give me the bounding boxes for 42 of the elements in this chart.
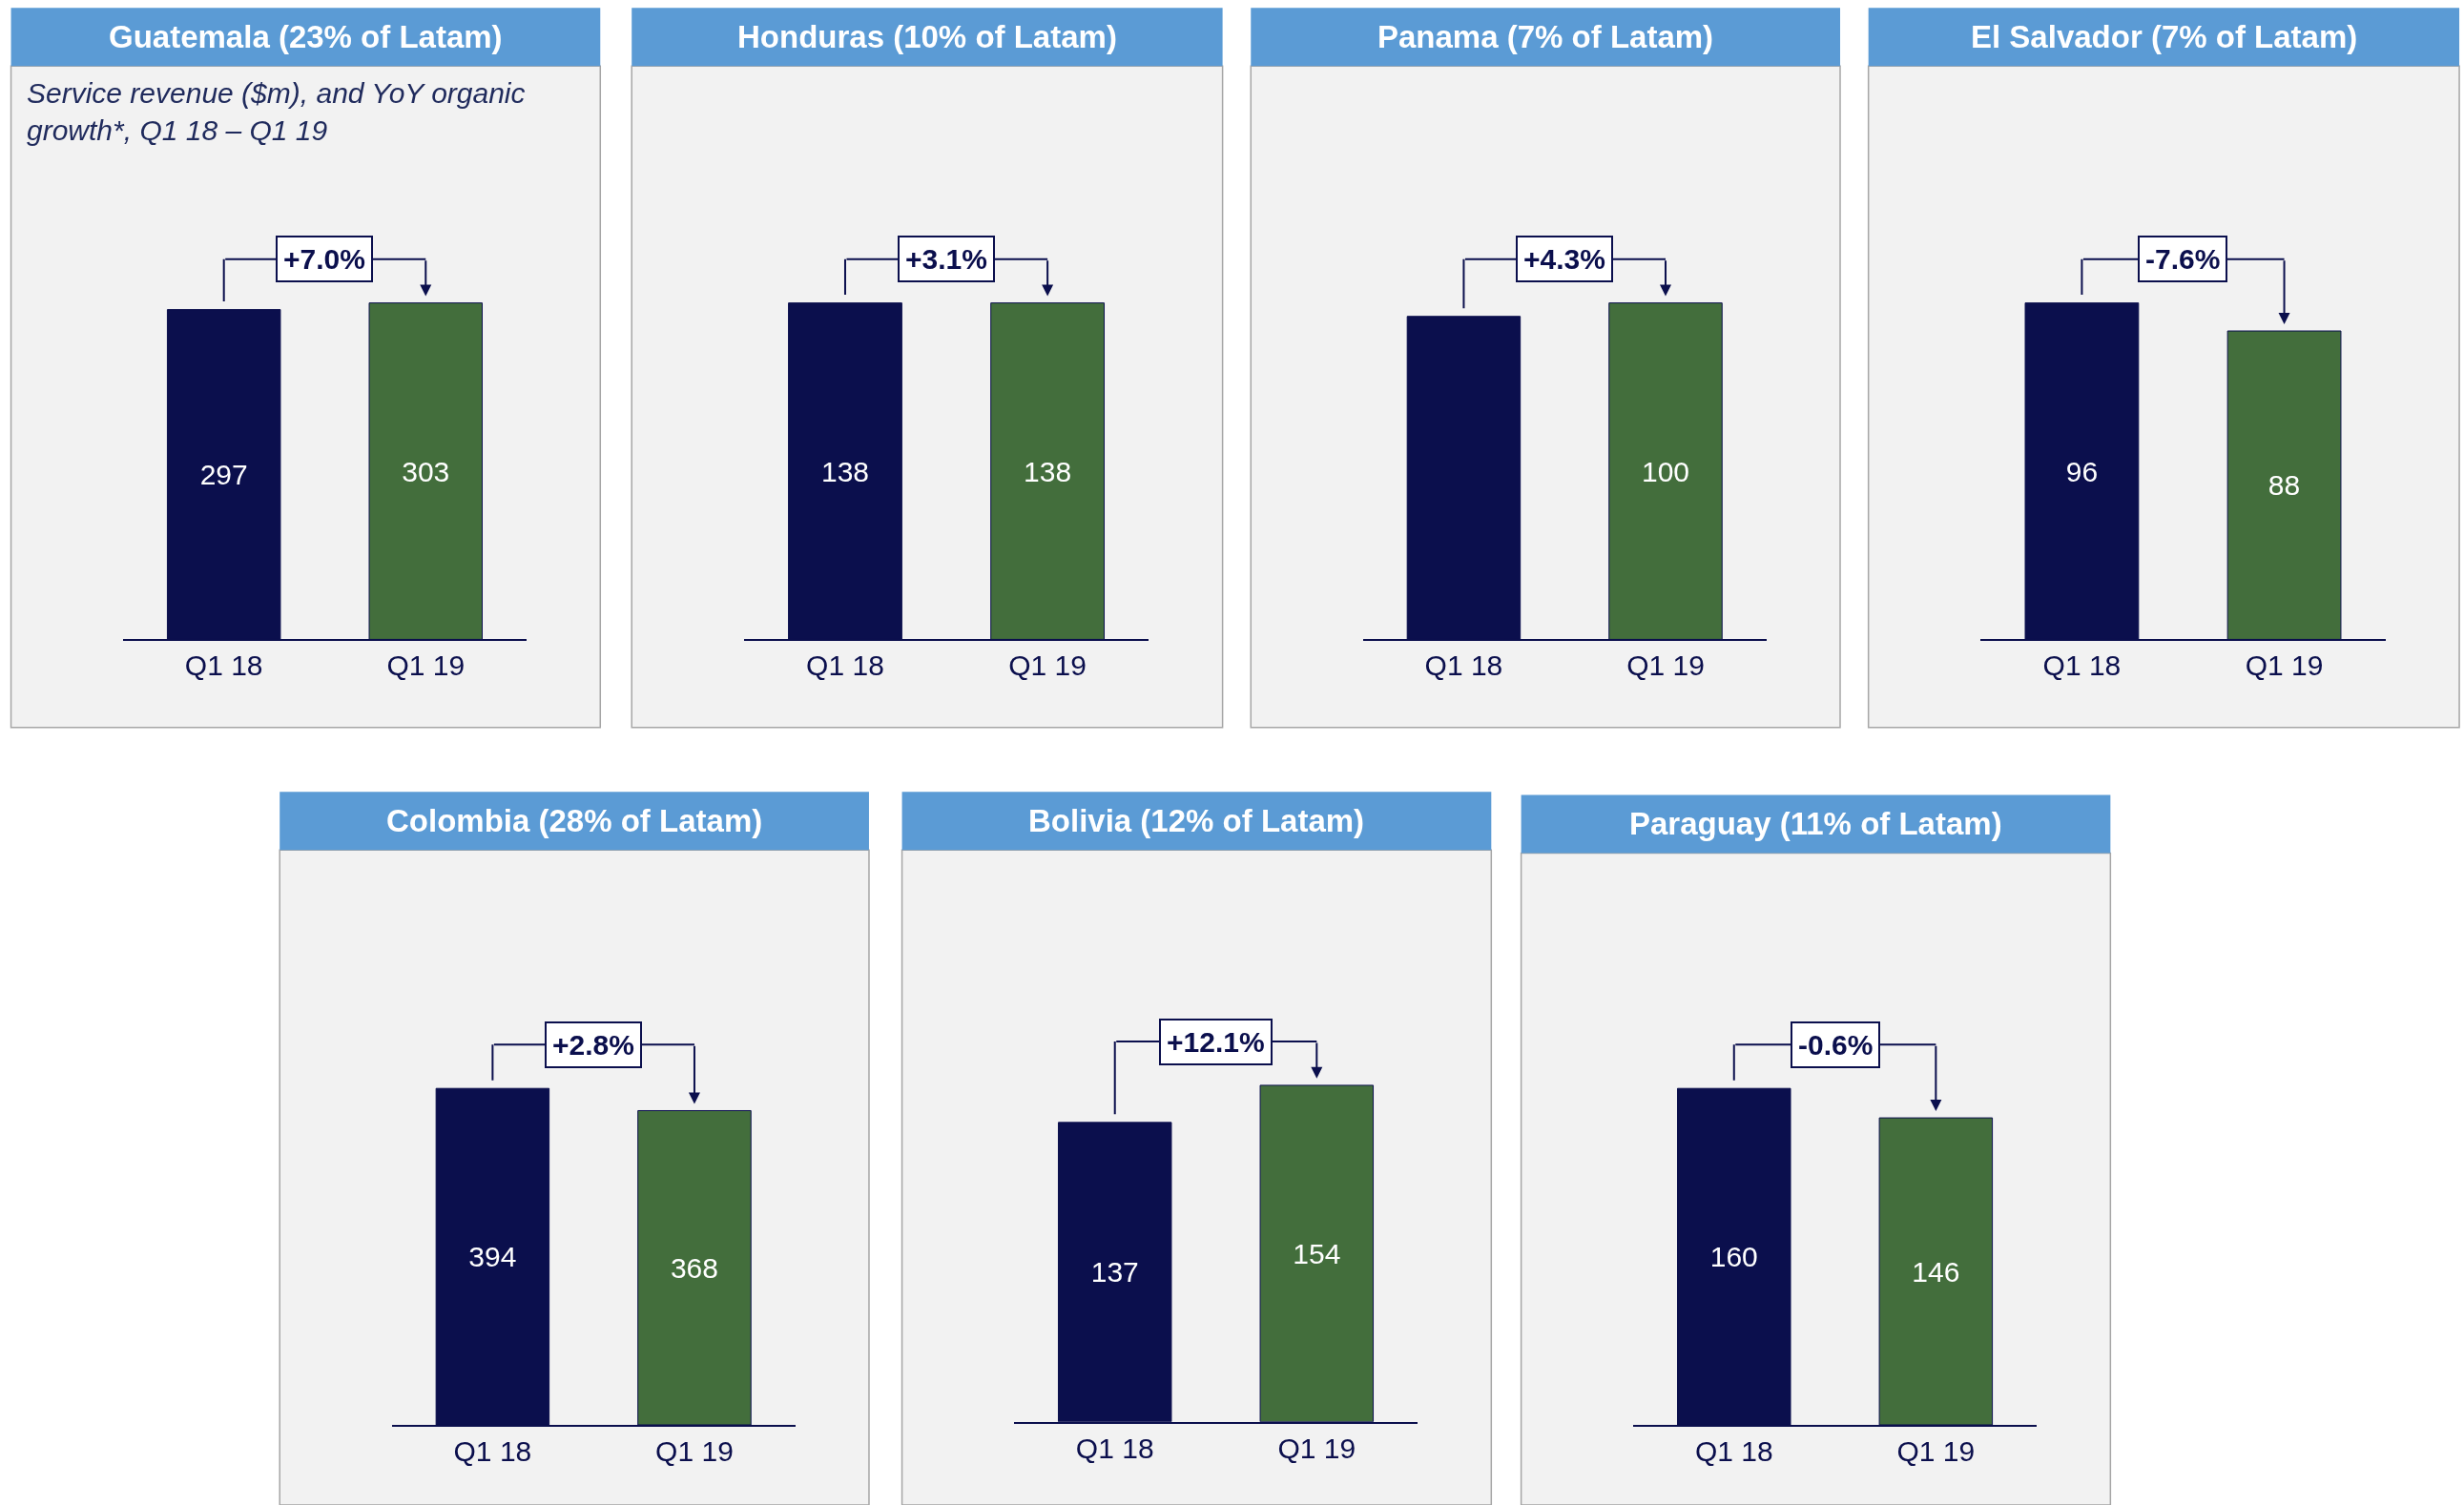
- x-tick-label: Q1 18: [453, 1434, 532, 1467]
- x-tick-label: Q1 19: [1277, 1432, 1356, 1464]
- x-tick-label: Q1 19: [1896, 1434, 1976, 1467]
- x-tick-label: Q1 18: [806, 649, 884, 682]
- text: -7.6%: [2145, 243, 2221, 275]
- x-tick-label: Q1 18: [184, 649, 263, 682]
- data-label: 96: [2065, 455, 2099, 487]
- text: -0.6%: [1798, 1029, 1874, 1061]
- data-label: 100: [1641, 455, 1690, 487]
- chart-title: El Salvador (7% of Latam): [1971, 19, 2358, 54]
- data-label: 137: [1090, 1256, 1139, 1289]
- chart-title: Panama (7% of Latam): [1377, 19, 1714, 54]
- x-tick-label: Q1 19: [1008, 649, 1087, 682]
- x-tick-label: Q1 19: [386, 649, 466, 682]
- data-label: 88: [2267, 469, 2301, 502]
- data-label: 138: [820, 455, 870, 487]
- text: +7.0%: [283, 243, 365, 275]
- x-tick-label: Q1 19: [1626, 649, 1705, 682]
- chart-title: Honduras (10% of Latam): [737, 19, 1117, 54]
- data-label: 368: [670, 1251, 718, 1284]
- data-label: 303: [402, 455, 450, 487]
- data-label: 154: [1293, 1237, 1341, 1269]
- x-tick-label: Q1 18: [1424, 649, 1503, 682]
- data-label: 297: [199, 459, 248, 491]
- text: +4.3%: [1523, 243, 1605, 275]
- x-tick-label: Q1 18: [1075, 1432, 1154, 1464]
- data-label: 138: [1024, 455, 1072, 487]
- text: +2.8%: [552, 1029, 634, 1061]
- chart-title: Colombia (28% of Latam): [386, 803, 763, 838]
- text: +12.1%: [1167, 1026, 1265, 1058]
- chart-subtitle: Service revenue ($m), and YoY organic growth*, Q1 18 – Q1 19: [27, 77, 526, 146]
- text: +3.1%: [905, 243, 987, 275]
- chart-title: Guatemala (23% of Latam): [109, 19, 503, 54]
- data-label: 394: [468, 1241, 517, 1273]
- x-tick-label: Q1 19: [655, 1434, 734, 1467]
- chart-title: Bolivia (12% of Latam): [1028, 803, 1365, 838]
- x-tick-label: Q1 18: [1694, 1434, 1773, 1467]
- data-label: 146: [1912, 1255, 1960, 1288]
- data-label: 160: [1709, 1241, 1758, 1273]
- x-tick-label: Q1 18: [2042, 649, 2122, 682]
- x-tick-label: Q1 19: [2245, 649, 2324, 682]
- chart-title: Paraguay (11% of Latam): [1629, 806, 2002, 841]
